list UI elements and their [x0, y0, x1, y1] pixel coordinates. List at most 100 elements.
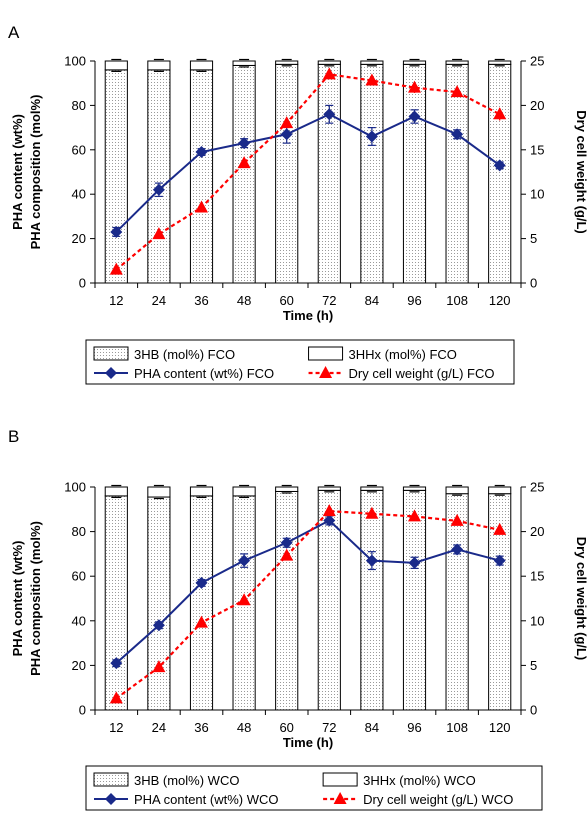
dry-cell-weight-point: [280, 548, 294, 561]
bar-3hhx: [317, 60, 341, 65]
x-tick-label: 108: [446, 293, 468, 308]
legend-swatch-dcw-marker: [333, 792, 347, 804]
y-axis-title-line2: PHA composition (mol%): [28, 95, 43, 250]
x-tick-label: 24: [152, 720, 166, 735]
left-tick-label: 40: [72, 613, 86, 628]
left-tick-label: 80: [72, 98, 86, 113]
bar-3hb: [275, 63, 299, 284]
x-tick-label: 84: [365, 720, 379, 735]
bar-3hhx: [275, 486, 299, 492]
pha-content-point: [238, 554, 251, 567]
right-tick-label: 15: [530, 569, 544, 584]
left-tick-label: 80: [72, 524, 86, 539]
dry-cell-weight-point: [365, 506, 379, 519]
dry-cell-weight-point: [322, 504, 336, 517]
pha-content-point: [110, 225, 123, 238]
pha-content-point: [195, 146, 208, 159]
bar-3hb: [360, 63, 384, 284]
bar-3hhx: [147, 60, 171, 71]
bar-3hb: [488, 63, 512, 284]
dry-cell-weight-point: [408, 80, 421, 93]
bar-3hhx: [104, 60, 128, 71]
left-tick-label: 20: [72, 231, 86, 246]
bar-3hhx: [402, 486, 427, 491]
right-tick-label: 10: [530, 187, 544, 202]
left-tick-label: 20: [72, 658, 86, 673]
left-tick-label: 0: [79, 276, 86, 291]
bar-3hb: [104, 495, 128, 711]
legend-label-pha: PHA content (wt%) WCO: [134, 792, 278, 807]
legend-label-3hb: 3HB (mol%) WCO: [134, 773, 239, 788]
y-axis-title-line2: PHA composition (mol%): [28, 521, 43, 676]
dry-cell-weight-point: [365, 73, 379, 86]
pha-content-point: [280, 128, 293, 141]
dry-cell-weight-point: [450, 85, 464, 98]
chart-panel-b: B 0 20 40 60 80 100 0 5 10 15 20 25 12 24 36 48 60 72 84 96 1…: [8, 427, 587, 811]
legend: 3HB (mol%) WCO 3HHx (mol%) WCO PHA content…: [85, 765, 543, 811]
pha-content-point: [152, 619, 165, 632]
dry-cell-weight-point: [493, 107, 507, 120]
pha-content-line: [115, 519, 500, 664]
dry-cell-weight-point: [237, 156, 251, 169]
bar-3hhx: [189, 486, 214, 497]
y2-axis-title: Dry cell weight (g/L): [574, 110, 587, 234]
right-tick-label: 10: [530, 613, 544, 628]
dry-cell-weight-point: [195, 200, 208, 213]
bar-3hb: [147, 69, 171, 284]
bar-3hb: [104, 69, 128, 284]
legend-box: [85, 339, 515, 385]
chart-panel-a: A 0 20 40 60 80 100 0 5 10 15 20 25 12 24 36 48 60 72 84 96 1…: [8, 23, 587, 385]
bar-3hhx: [445, 60, 469, 65]
bar-3hhx: [488, 60, 512, 65]
pha-content-point: [110, 657, 123, 670]
bar-3hb: [189, 495, 214, 711]
bar-3hhx: [317, 486, 341, 491]
legend: 3HB (mol%) FCO 3HHx (mol%) FCO PHA content…: [85, 339, 515, 385]
x-axis-title: Time (h): [283, 308, 333, 323]
pha-content-point: [195, 576, 208, 589]
pha-content-point: [451, 128, 464, 141]
bar-3hhx: [232, 486, 256, 497]
right-tick-label: 20: [530, 524, 544, 539]
x-tick-label: 48: [237, 720, 251, 735]
dry-cell-weight-line: [115, 73, 501, 271]
pha-content-point: [493, 554, 506, 567]
legend-swatch-pha-marker: [105, 367, 117, 379]
bar-3hhx: [488, 486, 512, 495]
bar-3hb: [402, 63, 427, 284]
legend-label-dcw: Dry cell weight (g/L) WCO: [363, 792, 513, 807]
legend-swatch-3hhx: [322, 772, 358, 787]
dry-cell-weight-point: [109, 691, 123, 704]
pha-content-point: [365, 554, 378, 567]
bar-3hb: [275, 490, 299, 711]
x-axis-title: Time (h): [283, 735, 333, 750]
bar-3hhx: [147, 486, 171, 498]
legend-label-3hhx: 3HHx (mol%) FCO: [349, 347, 457, 362]
legend-swatch-3hhx: [308, 346, 344, 361]
x-tick-label: 120: [489, 720, 511, 735]
bar-3hb: [147, 496, 171, 711]
panel-label: B: [8, 427, 19, 446]
left-tick-label: 60: [72, 569, 86, 584]
left-tick-label: 100: [64, 480, 86, 495]
legend-swatch-3hb: [93, 346, 129, 361]
pha-content-point: [323, 108, 336, 121]
legend-label-3hb: 3HB (mol%) FCO: [134, 347, 235, 362]
dry-cell-weight-point: [280, 116, 294, 129]
legend-box: [85, 765, 543, 811]
pha-content-point: [152, 183, 165, 196]
pha-content-point: [408, 110, 421, 123]
right-tick-label: 20: [530, 98, 544, 113]
right-tick-label: 0: [530, 703, 537, 718]
left-tick-label: 0: [79, 703, 86, 718]
x-tick-label: 108: [446, 720, 468, 735]
x-tick-label: 36: [194, 720, 208, 735]
bar-3hhx: [402, 60, 427, 65]
pha-content-point: [365, 130, 378, 143]
y2-axis-title: Dry cell weight (g/L): [574, 537, 587, 661]
y-axis-title-line1: PHA content (wt%): [10, 114, 25, 230]
x-tick-label: 36: [194, 293, 208, 308]
dry-cell-weight-point: [195, 615, 208, 628]
dry-cell-weight-point: [322, 67, 336, 80]
bar-3hhx: [104, 486, 128, 497]
